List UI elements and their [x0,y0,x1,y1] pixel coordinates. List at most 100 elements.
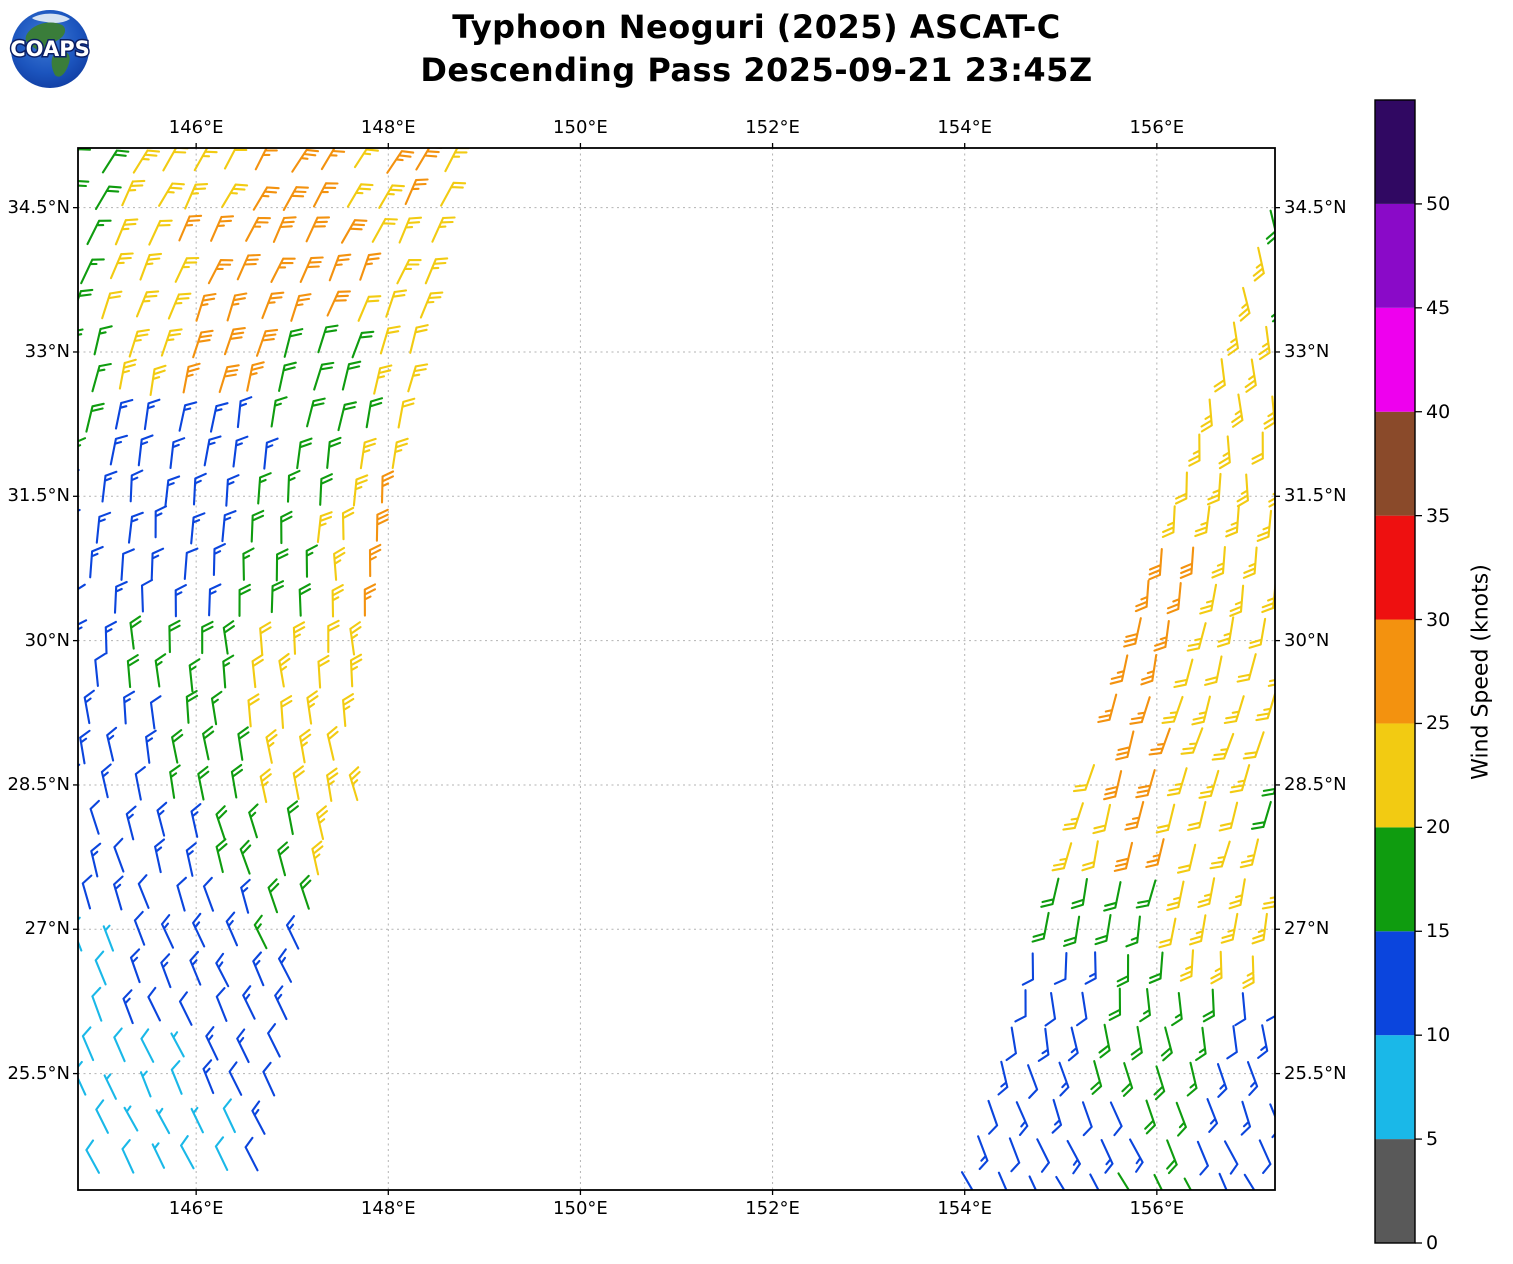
wind-barb [185,689,199,724]
wind-barb [1251,431,1264,465]
wind-barb [306,397,326,428]
x-axis-tick-label-top: 146°E [168,117,224,138]
wind-barb [1256,509,1273,542]
logo-text: COAPS [10,37,89,61]
wind-barb [139,1070,152,1098]
y-axis-tick-label-right: 30°N [1284,629,1330,651]
wind-barb [160,328,183,357]
wind-barb [167,292,192,320]
wind-barb [1243,1173,1256,1190]
wind-barb [190,512,206,545]
wind-barb [455,110,481,132]
wind-barb [104,620,117,655]
wind-barb [1216,1063,1228,1098]
wind-barb [1257,1024,1269,1059]
wind-barb [296,437,313,470]
colorbar-segment [1375,827,1415,932]
wind-barb [1179,949,1195,982]
wind-barb [109,434,129,466]
wind-barb [1021,952,1035,986]
wind-barb [236,253,261,281]
wind-barb [143,398,161,431]
colorbar-tick-label: 15 [1426,920,1451,943]
wind-barb [147,986,161,1022]
wind-barb [251,653,264,689]
wind-barb [1228,878,1246,910]
wind-barb [272,216,297,243]
wind-barb [371,217,398,243]
x-axis-tick-label-top: 156°E [1129,117,1185,138]
wind-barb [113,837,125,873]
wind-barb [1145,838,1165,869]
colorbar-segment [1375,723,1415,828]
wind-barb [192,912,206,948]
wind-barb [1015,1101,1029,1136]
plot-border [77,147,1276,1191]
wind-barb [244,1136,259,1172]
colorbar-tick-label: 10 [1426,1024,1451,1047]
wind-barb [151,1142,166,1169]
wind-barb [190,803,202,838]
wind-barb [319,473,333,506]
wind-barb [280,695,293,729]
wind-barb [286,800,299,836]
wind-barb [83,689,95,725]
wind-barb [1258,1139,1272,1175]
wind-barb [1166,582,1182,615]
wind-barb [342,693,355,728]
wind-barb [409,324,429,354]
wind-barb [305,216,331,243]
wind-barb [1109,654,1129,685]
wind-barb [64,949,74,982]
wind-barb [1258,325,1271,361]
wind-barb [337,401,357,432]
wind-barb [203,435,222,467]
wind-barb [81,874,93,910]
wind-barb [103,1073,117,1100]
wind-barb [1251,912,1268,945]
wind-barb [391,437,409,470]
wind-barb [113,580,128,614]
wind-barb [1028,1175,1037,1190]
wind-barb [277,948,293,983]
y-axis-tick-label-right: 31.5°N [1284,485,1347,507]
wind-barb [424,257,449,285]
wind-barb [349,621,362,656]
wind-barb [373,364,393,395]
wind-barb [78,1060,87,1096]
colorbar-segment [1375,100,1415,204]
wind-barb [1160,1026,1173,1062]
wind-barb [210,690,223,726]
wind-barb [1098,1023,1111,1059]
wind-barb [1148,951,1164,984]
wind-barb [1209,840,1231,870]
x-axis-tick-label-bottom: 154°E [937,1198,993,1219]
wind-barb [1051,1098,1063,1134]
y-axis-tick-label-left: 25.5°N [7,1062,70,1084]
wind-barb [145,729,157,764]
wind-barb [311,840,324,876]
wind-barb [149,695,162,730]
wind-barb [94,652,107,687]
wind-barb [122,989,134,1025]
wind-barb [129,615,142,650]
wind-barb [215,952,230,988]
wind-barb [419,291,444,319]
wind-barb [1231,393,1244,428]
wind-barb [178,991,193,1026]
wind-barb [294,112,318,135]
wind-barb [73,113,96,136]
wind-barb [202,876,215,912]
wind-barb [160,914,175,949]
wind-barb [189,950,202,986]
wind-barb [127,511,144,544]
wind-barb [326,726,339,761]
wind-barb [1097,693,1118,724]
wind-barb [1248,617,1267,649]
wind-barb [113,1027,126,1063]
wind-barb [1242,955,1255,989]
wind-barb [94,185,122,211]
wind-barb [313,361,335,391]
wind-barb [431,216,456,243]
